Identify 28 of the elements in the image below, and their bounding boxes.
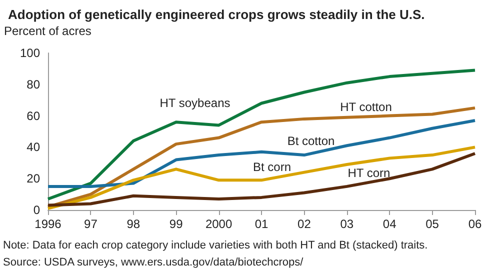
x-tick-label: 04 <box>382 217 397 231</box>
line-series <box>46 68 476 201</box>
series-label: Bt cotton <box>287 134 335 148</box>
x-tick-label: 98 <box>126 217 140 231</box>
x-tick-label: 05 <box>426 217 440 231</box>
y-tick-label: 80 <box>26 77 40 92</box>
x-tick-label: 01 <box>254 217 268 231</box>
y-axis-title: Percent of acres <box>4 24 92 38</box>
series-label: HT corn <box>348 166 390 180</box>
series-label: HT cotton <box>340 100 392 114</box>
y-tick-label: 100 <box>20 46 40 60</box>
series-label: Bt corn <box>252 160 292 174</box>
x-tick-label: 06 <box>468 217 482 231</box>
chart-title: Adoption of genetically engineered crops grows steadily in the U.S. <box>8 7 425 22</box>
x-tick-label: 03 <box>340 217 354 231</box>
y-tick-label: 40 <box>26 140 40 154</box>
x-tick-label: 2000 <box>205 217 232 231</box>
x-tick-label: 97 <box>84 217 98 231</box>
x-tick-label: 1996 <box>34 217 62 231</box>
y-tick-label: 60 <box>26 108 40 123</box>
y-tick-label: 20 <box>26 172 40 186</box>
line-series <box>46 119 476 188</box>
y-tick-label: 0 <box>33 203 40 217</box>
text: Note: Data for each crop category include varieties with both HT and Bt (stacked) traits. <box>3 240 428 252</box>
source-note: Source: USDA surveys, www.ers.usda.gov/data/biotechcrops/ <box>3 256 304 268</box>
x-tick-label: 02 <box>298 217 312 231</box>
series-label: HT soybeans <box>160 96 230 110</box>
x-tick-label: 99 <box>169 217 184 231</box>
